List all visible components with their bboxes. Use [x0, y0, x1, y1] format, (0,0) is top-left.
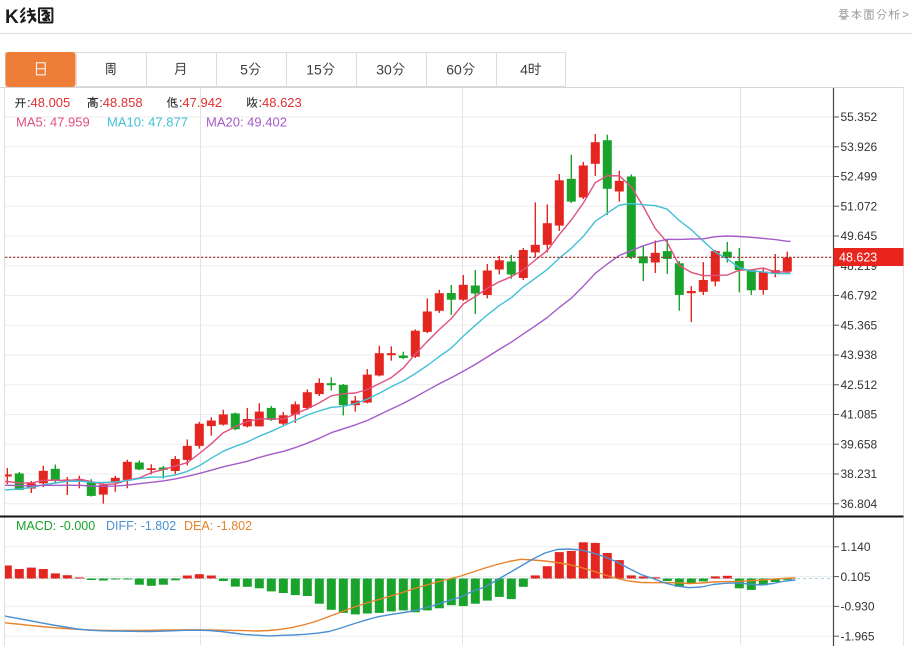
svg-text:52.499: 52.499 [841, 170, 878, 184]
svg-text:55.352: 55.352 [841, 110, 878, 124]
svg-text:30: 30 [376, 62, 392, 78]
svg-text:51.072: 51.072 [841, 199, 878, 213]
svg-text:45.365: 45.365 [841, 318, 878, 332]
svg-text::: : [179, 95, 183, 110]
svg-text:K: K [5, 7, 19, 28]
svg-text::: : [99, 95, 103, 110]
svg-text::: : [27, 95, 31, 110]
svg-text:43.938: 43.938 [841, 348, 878, 362]
svg-text:48.623: 48.623 [262, 95, 302, 110]
svg-text:MA20: 49.402: MA20: 49.402 [206, 115, 287, 130]
svg-text:>: > [902, 8, 909, 22]
svg-text:49.645: 49.645 [841, 229, 878, 243]
svg-text::: : [259, 95, 263, 110]
svg-text:42.512: 42.512 [841, 378, 878, 392]
svg-text:38.231: 38.231 [841, 467, 878, 481]
svg-text:MA10: 47.877: MA10: 47.877 [107, 115, 188, 130]
svg-text:4: 4 [520, 62, 528, 78]
svg-text:48.858: 48.858 [103, 95, 143, 110]
svg-text:46.792: 46.792 [841, 289, 878, 303]
svg-text:36.804: 36.804 [841, 497, 878, 511]
svg-text:MA5: 47.959: MA5: 47.959 [16, 115, 90, 130]
svg-text:60: 60 [446, 62, 462, 78]
svg-text:41.085: 41.085 [841, 408, 878, 422]
svg-text:39.658: 39.658 [841, 437, 878, 451]
svg-text:1.140: 1.140 [841, 540, 871, 554]
svg-text:DEA: -1.802: DEA: -1.802 [184, 519, 252, 533]
svg-text:5: 5 [240, 62, 248, 78]
svg-text:DIFF: -1.802: DIFF: -1.802 [106, 519, 176, 533]
svg-text:48.005: 48.005 [31, 95, 71, 110]
svg-text:0.105: 0.105 [841, 570, 871, 584]
svg-text:47.942: 47.942 [182, 95, 222, 110]
svg-text:53.926: 53.926 [841, 140, 878, 154]
svg-text:15: 15 [306, 62, 322, 78]
svg-text:-0.930: -0.930 [841, 600, 875, 614]
svg-text:MACD: -0.000: MACD: -0.000 [16, 519, 95, 533]
svg-text:48.623: 48.623 [839, 251, 877, 265]
svg-text:-1.965: -1.965 [841, 629, 875, 643]
